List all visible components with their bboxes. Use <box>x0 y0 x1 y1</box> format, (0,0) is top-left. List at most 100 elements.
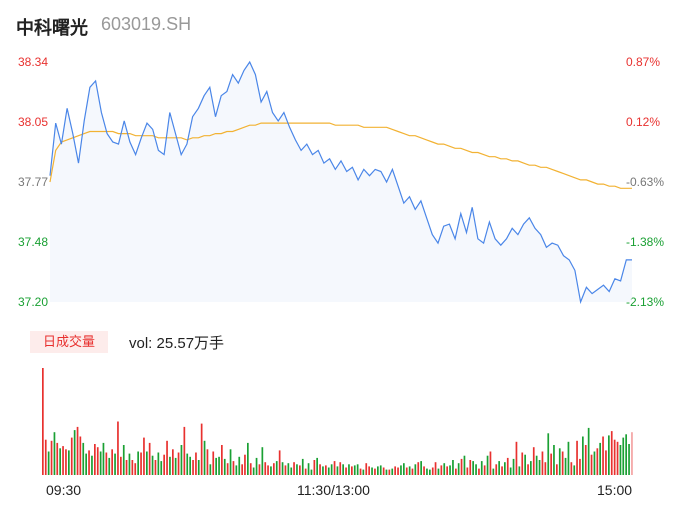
volume-bar <box>316 457 318 475</box>
volume-bar <box>379 465 382 475</box>
price-tick-label: 37.77 <box>17 175 48 189</box>
volume-bar <box>353 465 356 475</box>
volume-bar <box>515 441 518 475</box>
volume-bar <box>177 452 180 475</box>
volume-bar <box>553 445 555 475</box>
volume-bar <box>122 445 125 475</box>
volume-bar <box>192 460 194 475</box>
volume-bar <box>333 461 336 475</box>
volume-bar <box>348 464 350 475</box>
price-area <box>50 62 632 302</box>
volume-bar <box>501 466 503 475</box>
volume-bar <box>351 466 353 475</box>
volume-badge[interactable]: 日成交量 <box>30 331 108 353</box>
volume-bar <box>608 435 610 475</box>
volume-bar <box>443 463 446 475</box>
volume-bar <box>446 466 448 475</box>
volume-bar <box>108 457 111 475</box>
volume-bar <box>134 463 137 475</box>
volume-bar <box>151 455 154 475</box>
volume-bar <box>296 464 298 475</box>
volume-bar <box>527 464 529 475</box>
volume-bar <box>400 465 402 475</box>
volume-bar <box>304 468 307 475</box>
volume-bar <box>252 467 255 475</box>
price-tick-label: 37.48 <box>17 235 48 249</box>
volume-bar <box>342 464 344 475</box>
volume-bar <box>455 468 457 475</box>
volume-bar <box>278 450 281 475</box>
volume-bar <box>290 467 293 475</box>
volume-bar <box>117 421 119 475</box>
volume-bar <box>186 453 189 475</box>
volume-bar <box>258 464 261 475</box>
volume-bar <box>570 462 573 475</box>
volume-bar <box>385 469 388 475</box>
volume-bar <box>610 431 613 475</box>
volume-bar <box>550 453 552 475</box>
volume-bar <box>99 451 102 475</box>
volume-bar <box>65 449 67 475</box>
percent-tick-label: -1.38% <box>626 235 665 249</box>
volume-bar <box>573 465 576 475</box>
volume-bar <box>229 449 232 475</box>
volume-bar <box>460 458 463 475</box>
volume-readout: vol: 25.57万手 <box>129 335 225 352</box>
price-line <box>49 60 632 305</box>
volume-bar <box>434 462 437 475</box>
volume-bar <box>492 468 495 475</box>
volume-bar <box>356 464 359 475</box>
volume-bar <box>478 468 480 475</box>
volume-bar <box>287 463 290 475</box>
volume-bar <box>70 437 73 475</box>
volume-bar <box>238 456 241 475</box>
volume-bar <box>388 469 391 475</box>
volume-bar <box>218 456 220 475</box>
volume-bar <box>613 439 616 475</box>
volume-bar <box>408 466 411 475</box>
volume-bar <box>382 467 385 475</box>
volume-bar <box>249 463 252 475</box>
volume-bar <box>325 465 327 475</box>
volume-bar <box>561 451 564 475</box>
volume-bar <box>579 458 581 475</box>
volume-bar <box>414 464 417 475</box>
volume-bar <box>102 442 105 475</box>
volume-bar <box>322 466 324 475</box>
volume-bar <box>426 468 428 475</box>
volume-bar <box>215 457 217 475</box>
percent-tick-label: 0.87% <box>626 55 661 69</box>
volume-bar <box>330 464 333 475</box>
volume-bar <box>530 461 532 475</box>
volume-bar <box>472 461 474 475</box>
price-tick-label: 38.05 <box>17 115 48 129</box>
volume-bar <box>85 453 87 475</box>
volume-bar <box>319 464 321 475</box>
volume-bar <box>489 451 492 475</box>
volume-bar <box>68 450 70 475</box>
volume-bar <box>212 451 215 475</box>
volume-bar <box>452 460 454 475</box>
time-label-open: 09:30 <box>46 482 82 498</box>
volume-bar <box>391 468 394 475</box>
volume-bar <box>365 463 368 475</box>
volume-bar <box>284 465 287 475</box>
volume-bar <box>504 462 506 475</box>
volume-bar <box>556 464 558 475</box>
volume-bar <box>512 458 515 475</box>
time-label-close: 15:00 <box>597 482 633 498</box>
volume-bar <box>622 437 625 475</box>
volume-bar <box>50 440 53 475</box>
volume-bar <box>293 462 295 475</box>
volume-bar <box>42 368 44 475</box>
volume-bar <box>255 457 258 475</box>
volume-bar <box>226 463 229 475</box>
volume-bar <box>509 467 512 475</box>
volume-bar <box>440 465 443 475</box>
volume-bar <box>336 466 339 475</box>
volume-bar <box>506 457 509 475</box>
volume-bar <box>206 449 209 475</box>
volume-bar <box>169 456 171 475</box>
volume-bar <box>120 456 122 475</box>
volume-bar <box>172 449 174 475</box>
